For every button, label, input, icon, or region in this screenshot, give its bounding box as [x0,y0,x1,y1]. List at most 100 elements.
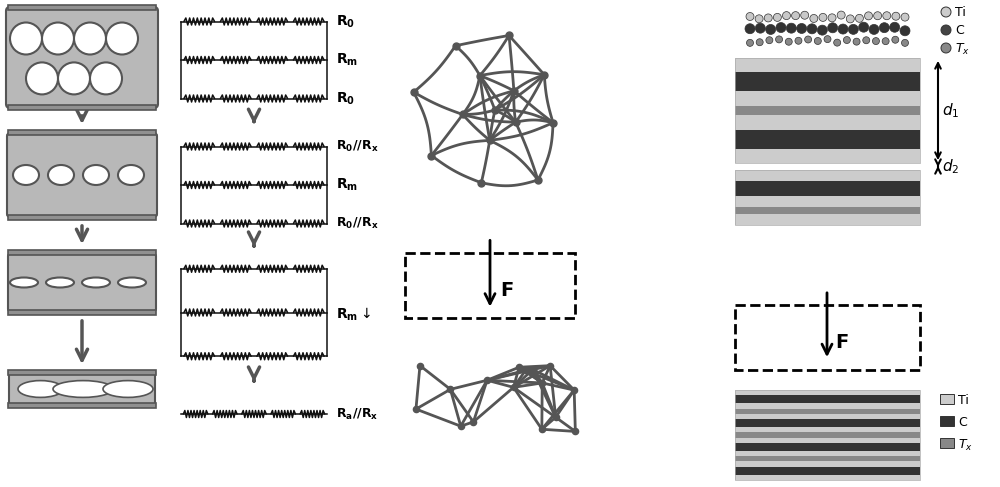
Circle shape [755,23,765,33]
Circle shape [819,14,827,21]
Bar [735,432,920,438]
Circle shape [941,7,951,17]
Circle shape [863,37,870,44]
Circle shape [865,12,873,20]
Circle shape [58,62,90,94]
Circle shape [882,37,889,45]
Circle shape [892,12,900,20]
Bar [8,310,156,315]
Bar [735,390,920,480]
Ellipse shape [13,165,39,185]
Ellipse shape [48,165,74,185]
Circle shape [883,12,891,20]
Bar [735,181,920,196]
Point [508,118,524,126]
Ellipse shape [18,381,63,397]
Point [511,363,527,371]
Bar [735,427,920,432]
Circle shape [782,12,790,19]
Text: $T_x$: $T_x$ [958,437,973,452]
Ellipse shape [118,165,144,185]
Circle shape [42,22,74,55]
FancyBboxPatch shape [405,252,575,318]
Text: F: F [500,281,513,300]
Circle shape [824,36,831,43]
Text: C: C [955,24,964,37]
Circle shape [828,23,838,33]
Text: Ti: Ti [955,6,966,19]
Circle shape [766,37,773,44]
Ellipse shape [83,165,109,185]
Circle shape [776,36,783,43]
Bar [940,416,954,426]
Bar [735,115,920,130]
Bar [8,370,156,375]
Bar [735,106,920,115]
Bar [735,170,920,225]
Bar [940,438,954,448]
Ellipse shape [103,381,153,397]
Text: $d_1$: $d_1$ [942,101,959,120]
Point [548,413,564,421]
Point [506,383,522,391]
Bar [735,438,920,443]
Circle shape [869,24,879,35]
Circle shape [773,14,781,21]
Point [530,176,546,184]
Bar [735,196,920,206]
Point [423,151,439,159]
Bar [735,58,920,72]
Bar [735,467,920,475]
FancyBboxPatch shape [9,374,155,404]
Circle shape [766,24,776,35]
FancyBboxPatch shape [6,7,158,108]
Circle shape [785,38,792,45]
Ellipse shape [46,278,74,287]
Point [487,106,503,114]
Bar [735,170,920,181]
Bar [735,414,920,419]
Point [473,179,489,187]
Bar [735,419,920,427]
Circle shape [902,39,908,46]
Text: $\mathbf{R_0//R_x}$: $\mathbf{R_0//R_x}$ [336,216,379,231]
Circle shape [890,22,900,32]
Text: $\mathbf{R_m}$: $\mathbf{R_m}$ [336,52,358,68]
Point [412,362,428,370]
Bar [735,72,920,92]
Circle shape [10,22,42,55]
Circle shape [797,23,807,34]
Circle shape [746,39,754,46]
Text: F: F [835,333,848,352]
Point [408,405,424,413]
Bar [735,451,920,456]
Circle shape [874,12,882,20]
Point [534,379,550,387]
Point [479,376,495,384]
FancyBboxPatch shape [7,133,157,217]
Point [472,72,488,79]
Point [453,422,469,430]
Circle shape [853,38,860,45]
Point [465,418,481,426]
Circle shape [859,22,869,32]
Bar [735,409,920,414]
Point [542,362,558,370]
Bar [735,462,920,467]
Circle shape [810,15,818,22]
Point [566,386,582,394]
Circle shape [26,62,58,94]
Bar [735,443,920,451]
Circle shape [745,24,755,34]
Circle shape [776,22,786,33]
Bar [8,105,156,110]
Bar [735,206,920,214]
Point [442,385,458,393]
Circle shape [900,26,910,36]
Ellipse shape [118,278,146,287]
Point [448,42,464,50]
Circle shape [855,14,863,22]
FancyBboxPatch shape [735,305,920,370]
Text: C: C [958,416,967,430]
Text: $\mathbf{R_m}$: $\mathbf{R_m}$ [336,177,358,193]
